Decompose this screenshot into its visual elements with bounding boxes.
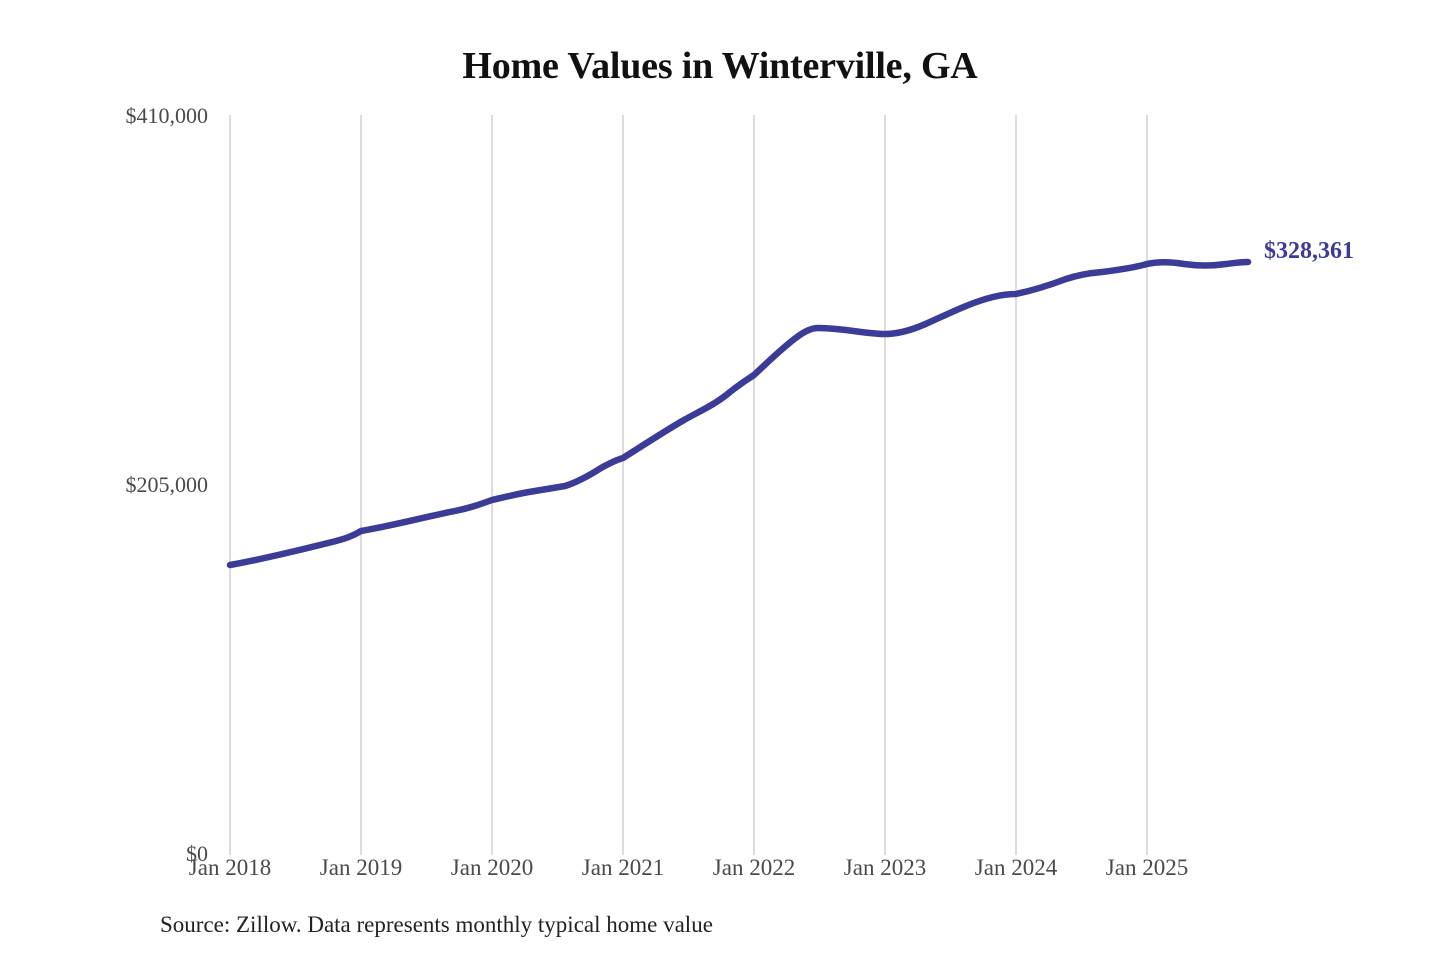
x-axis-tick-jan-2023: Jan 2023 xyxy=(843,855,927,880)
source-note: Source: Zillow. Data represents monthly … xyxy=(160,912,713,937)
x-axis-tick-jan-2021: Jan 2021 xyxy=(581,855,665,880)
x-axis-tick-jan-2022: Jan 2022 xyxy=(712,855,796,880)
y-axis-tick-top: $410,000 xyxy=(125,103,209,128)
x-axis-tick-jan-2018: Jan 2018 xyxy=(188,855,272,880)
x-axis-tick-jan-2019: Jan 2019 xyxy=(319,855,403,880)
gridlines xyxy=(229,115,1148,855)
x-axis-tick-jan-2020: Jan 2020 xyxy=(450,855,534,880)
chart-title: Home Values in Winterville, GA xyxy=(462,45,978,87)
end-value-annotation: $328,361 xyxy=(1264,238,1354,264)
y-axis-tick-mid: $205,000 xyxy=(125,472,209,497)
x-axis-tick-jan-2025: Jan 2025 xyxy=(1105,855,1189,880)
y-axis-tick-zero: $0 xyxy=(186,841,208,866)
home-value-line-series xyxy=(226,258,1252,569)
x-axis-tick-jan-2024: Jan 2024 xyxy=(974,855,1058,880)
